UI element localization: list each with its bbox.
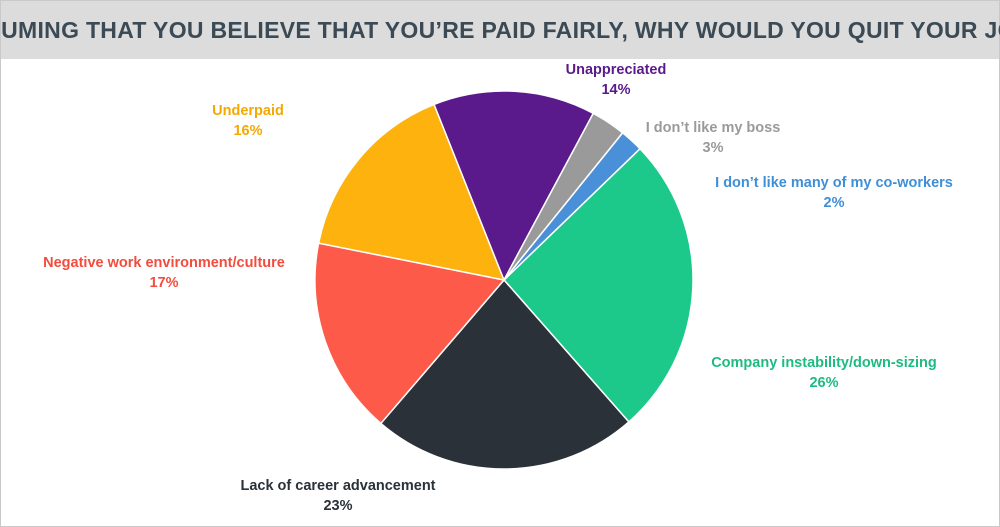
slice-label-company-instability-down-sizing: Company instability/down-sizing xyxy=(711,355,937,371)
slice-value-label-underpaid: 16% xyxy=(233,123,262,139)
pie-slice-lack-of-career-advancement xyxy=(379,278,630,470)
slice-label-negative-work-environment-culture: Negative work environment/culture xyxy=(43,255,285,271)
pie-chart: Company instability/down-sizing 26% Lack o… xyxy=(43,62,953,514)
slice-label-i-don-t-like-many-of-my-co-workers: I don’t like many of my co-workers xyxy=(715,175,953,191)
pie-slice-i-don-t-like-many-of-my-co-workers xyxy=(503,131,642,281)
pie-slice-negative-work-environment-culture xyxy=(314,242,506,425)
slice-label-unappreciated: Unappreciated xyxy=(566,62,667,78)
chart-area: Company instability/down-sizing 26% Lack o… xyxy=(1,59,999,526)
slice-value-label-i-don-t-like-many-of-my-co-workers: 2% xyxy=(824,195,845,211)
chart-title: ASSUMING THAT YOU BELIEVE THAT YOU’RE PA… xyxy=(0,16,1000,43)
slice-label-underpaid: Underpaid xyxy=(212,103,284,119)
slice-value-label-negative-work-environment-culture: 17% xyxy=(149,275,178,291)
slice-label-i-don-t-like-my-boss: I don’t like my boss xyxy=(646,120,781,136)
title-bar: ASSUMING THAT YOU BELIEVE THAT YOU’RE PA… xyxy=(0,1,1000,59)
slice-value-label-lack-of-career-advancement: 23% xyxy=(323,498,352,514)
slice-label-lack-of-career-advancement: Lack of career advancement xyxy=(240,478,435,494)
slice-value-label-i-don-t-like-my-boss: 3% xyxy=(703,140,724,156)
pie-slice-unappreciated xyxy=(433,90,595,282)
slice-value-label-unappreciated: 14% xyxy=(601,82,630,98)
pie-slice-company-instability-down-sizing xyxy=(502,147,694,423)
pie-slice-underpaid xyxy=(317,103,506,282)
slice-value-label-company-instability-down-sizing: 26% xyxy=(809,375,838,391)
